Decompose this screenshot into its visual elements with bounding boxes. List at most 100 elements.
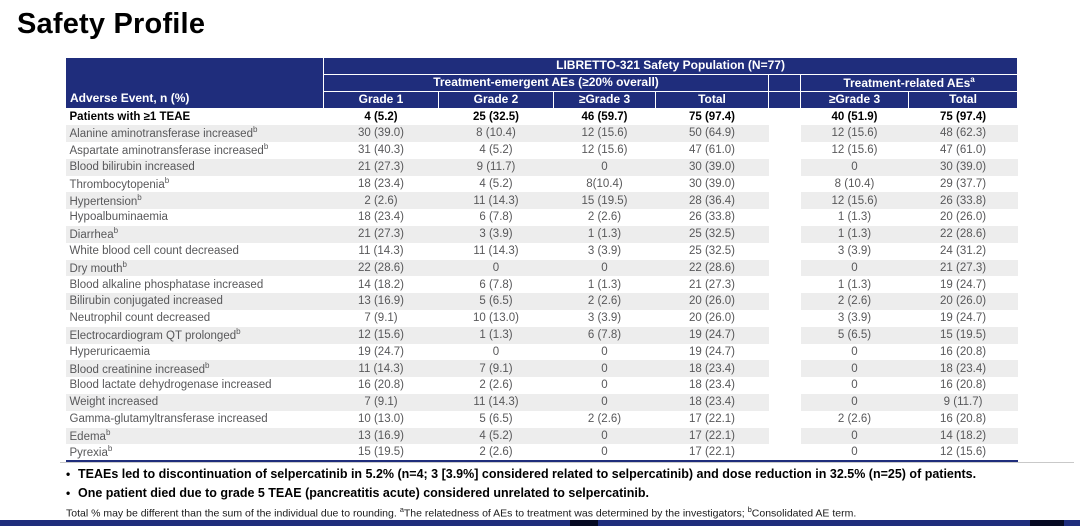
adverse-event-label: Neutrophil count decreased (69, 312, 211, 325)
value-cell: 20 (26.0) (688, 312, 736, 325)
value-cell: 19 (24.7) (940, 312, 987, 325)
adverse-event-label: Edemab (65, 427, 324, 445)
value-cell: 48 (62.3) (908, 125, 1018, 143)
adverse-event-label: Hypertensionb (65, 192, 324, 210)
value-cell: 0 (800, 427, 909, 445)
value-cell: 2 (2.6) (800, 293, 909, 311)
value-cell: 18 (23.4) (908, 360, 1018, 378)
bottom-bar (0, 520, 1080, 526)
value-cell: 18 (23.4) (357, 211, 405, 224)
value-cell: 0 (553, 360, 656, 378)
value-cell: 26 (33.8) (688, 211, 736, 224)
value-cell: 12 (15.6) (908, 444, 1018, 463)
spacer-cell (768, 394, 801, 411)
adverse-event-label: Blood creatinine increasedb (65, 360, 324, 378)
value-cell: 3 (3.9) (587, 312, 622, 325)
adverse-event-label: Aspartate aminotransferase increasedb (69, 142, 269, 158)
spacer-cell (768, 158, 801, 176)
value-cell: 11 (14.3) (438, 394, 554, 411)
value-cell: 21 (27.3) (323, 226, 439, 243)
value-cell: 30 (39.0) (908, 158, 1018, 176)
adverse-event-label: Blood lactate dehydrogenase increased (69, 379, 272, 392)
value-cell: 13 (16.9) (323, 427, 439, 445)
value-cell: 1 (1.3) (553, 226, 656, 243)
value-cell: 24 (31.2) (940, 244, 987, 257)
value-cell: 1 (1.3) (438, 326, 554, 344)
value-cell: 19 (24.7) (940, 278, 987, 291)
value-cell: 11 (14.3) (473, 244, 519, 257)
value-cell: 1 (1.3) (800, 226, 909, 243)
value-cell: 22 (28.6) (655, 259, 769, 277)
value-cell: 18 (23.4) (655, 360, 769, 378)
table-row: Gamma-glutamyltransferase increased 10 (1… (66, 410, 1018, 428)
spacer-cell (768, 226, 801, 243)
value-cell: 16 (20.8) (940, 412, 987, 425)
value-cell: 12 (15.6) (581, 144, 628, 157)
value-cell: 17 (22.1) (655, 444, 769, 463)
spacer-cell (768, 108, 801, 126)
bottom-bar-segment (570, 520, 598, 526)
header-spacer-cell (768, 74, 801, 92)
header-row-grades: Grade 1 Grade 2 ≥Grade 3 Total ≥Grade 3 … (66, 91, 1019, 109)
value-cell: 0 (553, 394, 656, 411)
table-header: Adverse Event, n (%) LIBRETTO-321 Safety… (65, 57, 1019, 109)
table-row: Hypertensionb 2 (2.6) 11 (14.3) 15 (19.5) 28… (65, 192, 1018, 210)
value-cell: 75 (97.4) (940, 110, 987, 123)
value-cell: 5 (6.5) (800, 326, 909, 344)
bullet-item: • TEAEs led to discontinuation of selper… (66, 466, 1066, 483)
bullet-item: • One patient died due to grade 5 TEAE (… (66, 485, 1066, 502)
table-row: White blood cell count decreased 11 (14.3… (66, 242, 1018, 260)
value-cell: 50 (64.9) (655, 125, 769, 143)
column-header-related-grade3plus: ≥Grade 3 (800, 91, 909, 109)
value-cell: 5 (6.5) (438, 293, 554, 311)
column-header-grade2: Grade 2 (438, 91, 554, 109)
spacer-cell (768, 192, 801, 210)
adverse-event-label: Blood alkaline phosphatase increased (69, 278, 264, 291)
value-cell: 11 (14.3) (438, 192, 554, 210)
value-cell: 40 (51.9) (831, 110, 878, 123)
value-cell: 3 (3.9) (587, 244, 622, 257)
value-cell: 14 (18.2) (357, 278, 405, 291)
value-cell: 18 (23.4) (688, 379, 736, 392)
value-cell: 12 (15.6) (800, 125, 909, 143)
value-cell: 18 (23.4) (357, 177, 405, 190)
value-cell: 20 (26.0) (940, 211, 987, 224)
value-cell: 3 (3.9) (438, 226, 554, 243)
value-cell: 21 (27.3) (908, 259, 1018, 277)
value-cell: 31 (40.3) (357, 144, 405, 157)
value-cell: 30 (39.0) (688, 177, 736, 190)
value-cell: 16 (20.8) (357, 379, 405, 392)
value-cell: 7 (9.1) (364, 312, 398, 325)
value-cell: 25 (32.5) (655, 226, 769, 243)
value-cell: 6 (7.8) (553, 326, 656, 344)
table-body: Patients with ≥1 TEAE 4 (5.2) 25 (32.5) 46 … (65, 108, 1018, 463)
value-cell: 30 (39.0) (655, 158, 769, 176)
adverse-event-label: Diarrheab (65, 226, 324, 243)
value-cell: 12 (15.6) (553, 125, 656, 143)
spacer-cell (768, 125, 801, 143)
value-cell: 19 (24.7) (688, 345, 736, 358)
adverse-event-label: Gamma-glutamyltransferase increased (69, 412, 268, 425)
bullet-text: TEAEs led to discontinuation of selperca… (78, 467, 977, 481)
value-cell: 20 (26.0) (655, 293, 769, 311)
table-row: Thrombocytopeniab 18 (23.4) 4 (5.2) 8(10.4)… (66, 175, 1018, 193)
adverse-event-label: Hyperuricaemia (69, 345, 151, 358)
value-cell: 0 (601, 379, 608, 392)
bottom-bar-segment (1030, 520, 1064, 526)
value-cell: 28 (36.4) (655, 192, 769, 210)
value-cell: 19 (24.7) (357, 345, 405, 358)
value-cell: 10 (13.0) (357, 412, 405, 425)
notes-section: • TEAEs led to discontinuation of selper… (66, 466, 1066, 504)
value-cell: 2 (2.6) (323, 192, 439, 210)
table-row: Patients with ≥1 TEAE 4 (5.2) 25 (32.5) 46 … (66, 108, 1018, 126)
value-cell: 4 (5.2) (438, 427, 554, 445)
header-population: LIBRETTO-321 Safety Population (N=77) (322, 57, 1019, 75)
value-cell: 11 (14.3) (358, 244, 404, 257)
value-cell: 9 (11.7) (438, 158, 554, 176)
spacer-cell (768, 410, 801, 428)
spacer-cell (768, 343, 801, 361)
adverse-event-label: Pyrexiab (65, 444, 324, 463)
value-cell: 30 (39.0) (323, 125, 439, 143)
value-cell: 0 (800, 444, 909, 463)
